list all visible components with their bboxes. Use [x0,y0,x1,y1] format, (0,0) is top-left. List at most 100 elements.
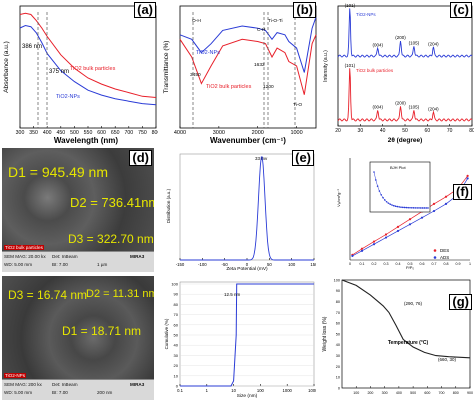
bet-point-ads [396,229,400,233]
ftir-annot-tio: Ti-O [293,102,302,108]
bet-xtick-label: 0.7 [432,262,437,266]
dls-ytick-label: 10 [174,373,179,378]
tga-annot-660: (660, 30) [438,357,457,362]
ftir-series-bulk [179,34,317,95]
panel-label-d: (d) [129,150,152,166]
tga-ytick-label: 100 [334,278,340,282]
xrd-peak-label: (200) [395,100,406,105]
tga-xtick-label: 600 [424,391,430,395]
tga-ytick-label: 30 [336,354,340,358]
zeta-xtick-label: 50 [267,262,272,267]
panel-label-g: (g) [449,294,472,310]
xrd-series-bulk [337,68,473,122]
uvvis-xtick-label: 700 [124,130,133,136]
sem-image-nps: D3 = 16.74 nm D2 = 11.31 nm D1 = 18.71 n… [2,276,154,400]
bet-xtick-label: 0.1 [360,262,365,266]
xrd-peak-label: (004) [372,42,383,47]
uvvis-legend-nps: TiO2-NPs [56,94,80,100]
bet-point-ads [420,216,424,219]
tga-ytick-label: 70 [336,311,340,315]
uvvis-xtick-label: 750 [138,130,147,136]
uvvis-xtick-label: 300 [16,130,25,136]
uvvis-xtick-label: 650 [111,130,120,136]
ftir-annot-1200: 1200 [263,84,274,90]
sem-bulk-bi: BI: 7.00 [52,262,68,267]
dls-xlabel: Size (nm) [237,393,258,399]
ftir-annot-3450: 3450 [190,72,201,78]
ftir-xtick-label: 4000 [174,130,186,136]
zeta-xlabel: Zeta Potential (mV) [226,266,268,272]
bet-point-ads [384,236,388,239]
bet-xtick-label: 0.5 [408,262,413,266]
panel-e-dls: 0.1 1 10 100 1000 10000 0 10 20 30 40 50 60 70 80 90 100… [160,276,316,400]
panel-a-uvvis: 300 350 400 450 500 550 600 650 700 750 800 386 nm… [0,0,158,146]
xrd-peak-label: (204) [428,41,439,46]
uvvis-xlabel: Wavelength (nm) [54,136,118,145]
dls-ytick-label: 0 [176,384,179,389]
tga-xtick-label: 500 [410,391,416,395]
xrd-legend-nps: TiO2-NPs [356,12,376,17]
dls-ytick-label: 30 [174,353,179,358]
tga-ytick-label: 60 [336,322,340,326]
panel-f-bet: 0 0.1 0.2 0.3 0.4 0.5 0.6 0.7 0.8 0.9 1 BJH Plot D… [320,148,474,272]
sem-bulk-mag: SEM MAG: 20.00 kx [4,254,46,259]
panel-g-tga: 100 200 300 400 500 600 700 800 900 0 10 20 30 40 50 60… [320,276,474,400]
dls-ytick-label: 40 [174,343,179,348]
ftir-annot-ch: C-H [257,27,266,33]
tga-chart: 100 200 300 400 500 600 700 800 900 0 10 20 30 40 50 60… [322,278,473,395]
panel-label-c: (c) [450,2,472,18]
bet-xlabel: P/P₀ [406,265,414,270]
panel-b-ftir: 4000 3000 2000 1000 O-H Ti-O-Ti Ti-O C-H 34… [160,0,318,146]
bet-inset-title: BJH Plot [390,165,406,170]
bet-legend-des: DES [440,248,449,253]
xrd-xtick-label: 70 [447,128,453,134]
bet-point-ads [466,177,469,180]
xrd-xtick-label: 80 [469,128,474,134]
tga-xtick-label: 400 [396,391,402,395]
sem-bulk-d1: D1 = 945.49 nm [8,164,109,180]
sem-image-bulk: D1 = 945.49 nm D2 = 736.41nm D3 = 322.70… [2,148,154,272]
tga-xlabel: Temperature (°C) [388,340,429,346]
xrd-xtick-label: 20 [335,128,341,134]
xrd-peak-label: (105) [409,105,420,110]
dls-ytick-label: 50 [174,333,179,338]
bet-inset-frame [369,161,431,213]
bet-xtick-label: 1 [469,262,471,266]
bet-point-ads [351,254,354,258]
uvvis-xtick-label: 350 [29,130,38,136]
sem-bulk-d3: D3 = 322.70 nm [68,232,154,246]
bet-point-des [384,233,388,236]
bet-xtick-label: 0.2 [372,262,377,266]
xrd-legend-bulk: TiO2 bulk particles [356,68,394,73]
sem-nps-d2: D2 = 11.31 nm [86,288,154,300]
dls-xtick-label: 1 [206,388,209,393]
uvvis-series-nps [19,24,157,106]
uvvis-xtick-label: 450 [56,130,65,136]
zeta-xtick-label: 100 [288,262,296,267]
tga-ytick-label: 90 [336,289,340,293]
xrd-chart: 20 30 40 50 60 70 80 (101)(004)(200)(105) (204)… [323,3,474,144]
bet-legend-ads: ADS [440,255,449,260]
xrd-xlabel: 2θ (degree) [388,137,423,144]
dls-chart: 0.1 1 10 100 1000 10000 0 10 20 30 40 50 60 70 80 90 100… [164,282,316,400]
xrd-xtick-label: 40 [380,128,386,134]
sem-nps-badge: TiO2-NPs [4,373,26,378]
bet-point-ads [444,202,448,205]
panel-e-zeta: -150 -100 -50 0 50 100 150 33 mv Zeta Potentia… [160,148,316,272]
ftir-xtick-label: 3000 [213,130,225,136]
dls-ylabel: Cumulative (%) [164,318,169,349]
bet-point-des [372,240,376,243]
ftir-annot-tioti: Ti-O-Ti [268,18,283,24]
uvvis-annot-386: 386 nm [22,44,42,50]
xrd-peak-label: (004) [372,105,383,110]
tga-annot-290: (290, 76) [404,301,423,306]
panel-label-e: (e) [292,150,314,166]
bet-xtick-label: 0.3 [384,262,389,266]
dls-xtick-label: 1000 [283,388,293,393]
xrd-xtick-label: 60 [425,128,431,134]
bet-point-des [408,218,412,221]
bet-xtick-label: 0.9 [456,262,461,266]
sem-nps-d1: D1 = 18.71 nm [62,324,142,338]
sem-bulk-scale: 1 µm [97,262,108,267]
uvvis-legend-bulk: TiO2 bulk particles [70,66,116,72]
